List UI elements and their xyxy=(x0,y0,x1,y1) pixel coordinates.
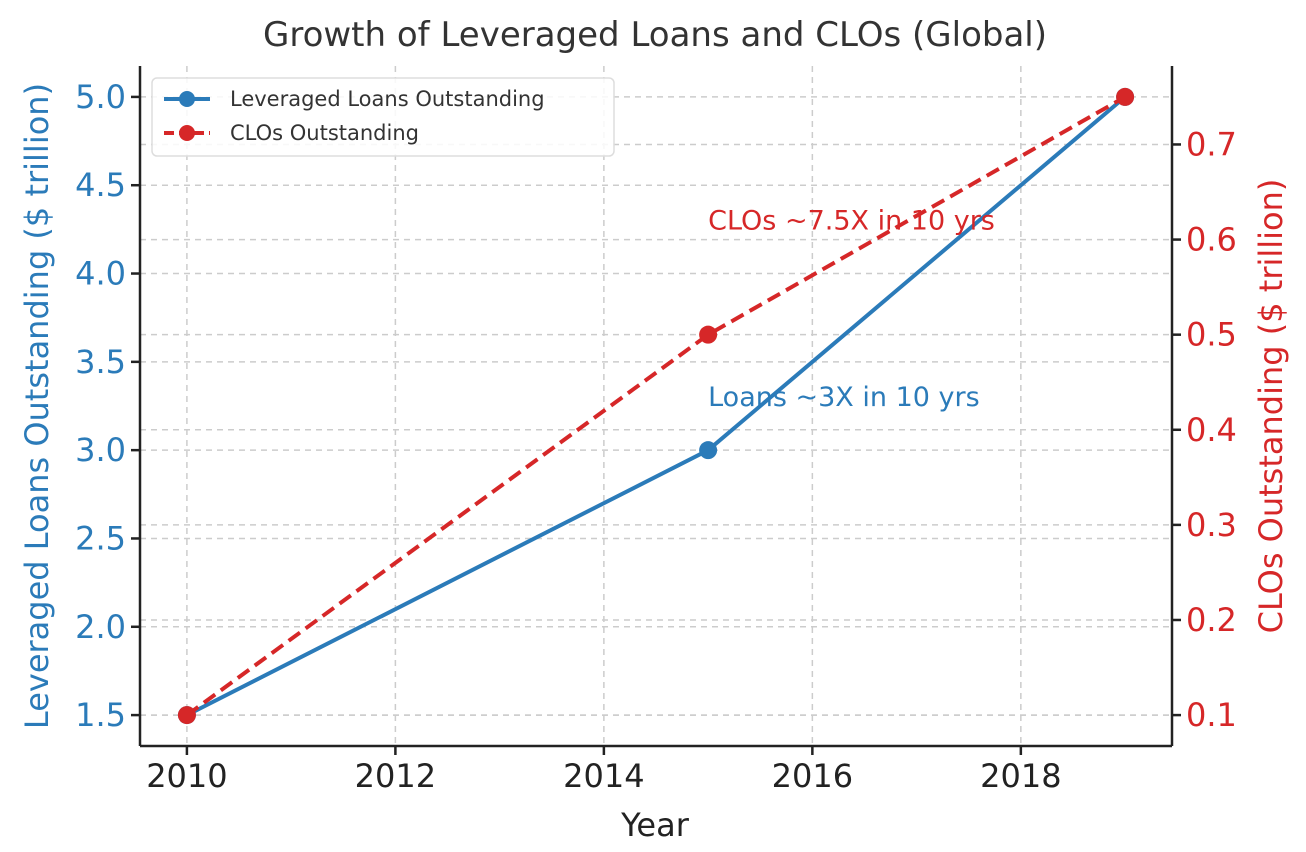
chart-title: Growth of Leveraged Loans and CLOs (Glob… xyxy=(263,15,1047,55)
x-tick-label: 2018 xyxy=(980,757,1061,795)
y-left-tick-label: 1.5 xyxy=(75,696,126,734)
x-tick-label: 2010 xyxy=(146,757,227,795)
legend-swatch-marker xyxy=(179,125,195,141)
legend-label: CLOs Outstanding xyxy=(230,121,419,145)
series-layer xyxy=(177,87,1135,725)
annotation-1: Loans ~3X in 10 yrs xyxy=(708,382,980,413)
y-right-tick-label: 0.5 xyxy=(1186,316,1237,354)
data-point-clo[interactable] xyxy=(1116,87,1135,106)
y-right-tick-label: 0.7 xyxy=(1186,125,1237,163)
x-tick-label: 2012 xyxy=(355,757,436,795)
y-left-tick-label: 4.5 xyxy=(75,166,126,204)
y-right-tick-label: 0.1 xyxy=(1186,696,1237,734)
ticks: 2010 2012 2014 2016 2018 1.5 2.0 2.5 3.0 3.5 4.0 4.… xyxy=(75,78,1237,795)
y-axis-left-label: Leveraged Loans Outstanding ($ trillion) xyxy=(18,83,56,729)
y-axis-right-label: CLOs Outstanding ($ trillion) xyxy=(1252,179,1290,634)
legend-box xyxy=(151,77,615,157)
legend-swatch-marker xyxy=(179,91,195,107)
series-line-clo xyxy=(185,95,1127,717)
grid xyxy=(140,66,1172,746)
x-tick-label: 2016 xyxy=(772,757,853,795)
y-left-tick-label: 2.5 xyxy=(75,519,126,557)
legend[interactable]: Leveraged Loans Outstanding CLOs Outstand… xyxy=(151,77,615,157)
y-right-tick-label: 0.6 xyxy=(1186,221,1237,259)
annotation-0: CLOs ~7.5X in 10 yrs xyxy=(708,205,995,236)
series-line-loans xyxy=(185,95,1127,717)
legend-label: Leveraged Loans Outstanding xyxy=(230,87,545,111)
y-left-tick-label: 3.0 xyxy=(75,431,126,469)
y-left-tick-label: 3.5 xyxy=(75,343,126,381)
y-left-tick-label: 4.0 xyxy=(75,255,126,293)
axes-frame xyxy=(138,66,1174,748)
data-point-clo[interactable] xyxy=(699,325,718,344)
data-point-loans[interactable] xyxy=(699,441,718,460)
x-axis-label: Year xyxy=(620,806,690,844)
x-tick-label: 2014 xyxy=(563,757,644,795)
y-left-tick-label: 5.0 xyxy=(75,78,126,116)
annotations: CLOs ~7.5X in 10 yrs Loans ~3X in 10 yrs xyxy=(708,205,995,413)
y-right-tick-label: 0.2 xyxy=(1186,601,1237,639)
legend-item-clo[interactable]: CLOs Outstanding xyxy=(164,121,419,145)
legend-item-loans[interactable]: Leveraged Loans Outstanding xyxy=(164,87,545,111)
y-right-tick-label: 0.3 xyxy=(1186,506,1237,544)
y-left-tick-label: 2.0 xyxy=(75,608,126,646)
y-right-tick-label: 0.4 xyxy=(1186,411,1237,449)
data-point-clo[interactable] xyxy=(177,706,196,725)
